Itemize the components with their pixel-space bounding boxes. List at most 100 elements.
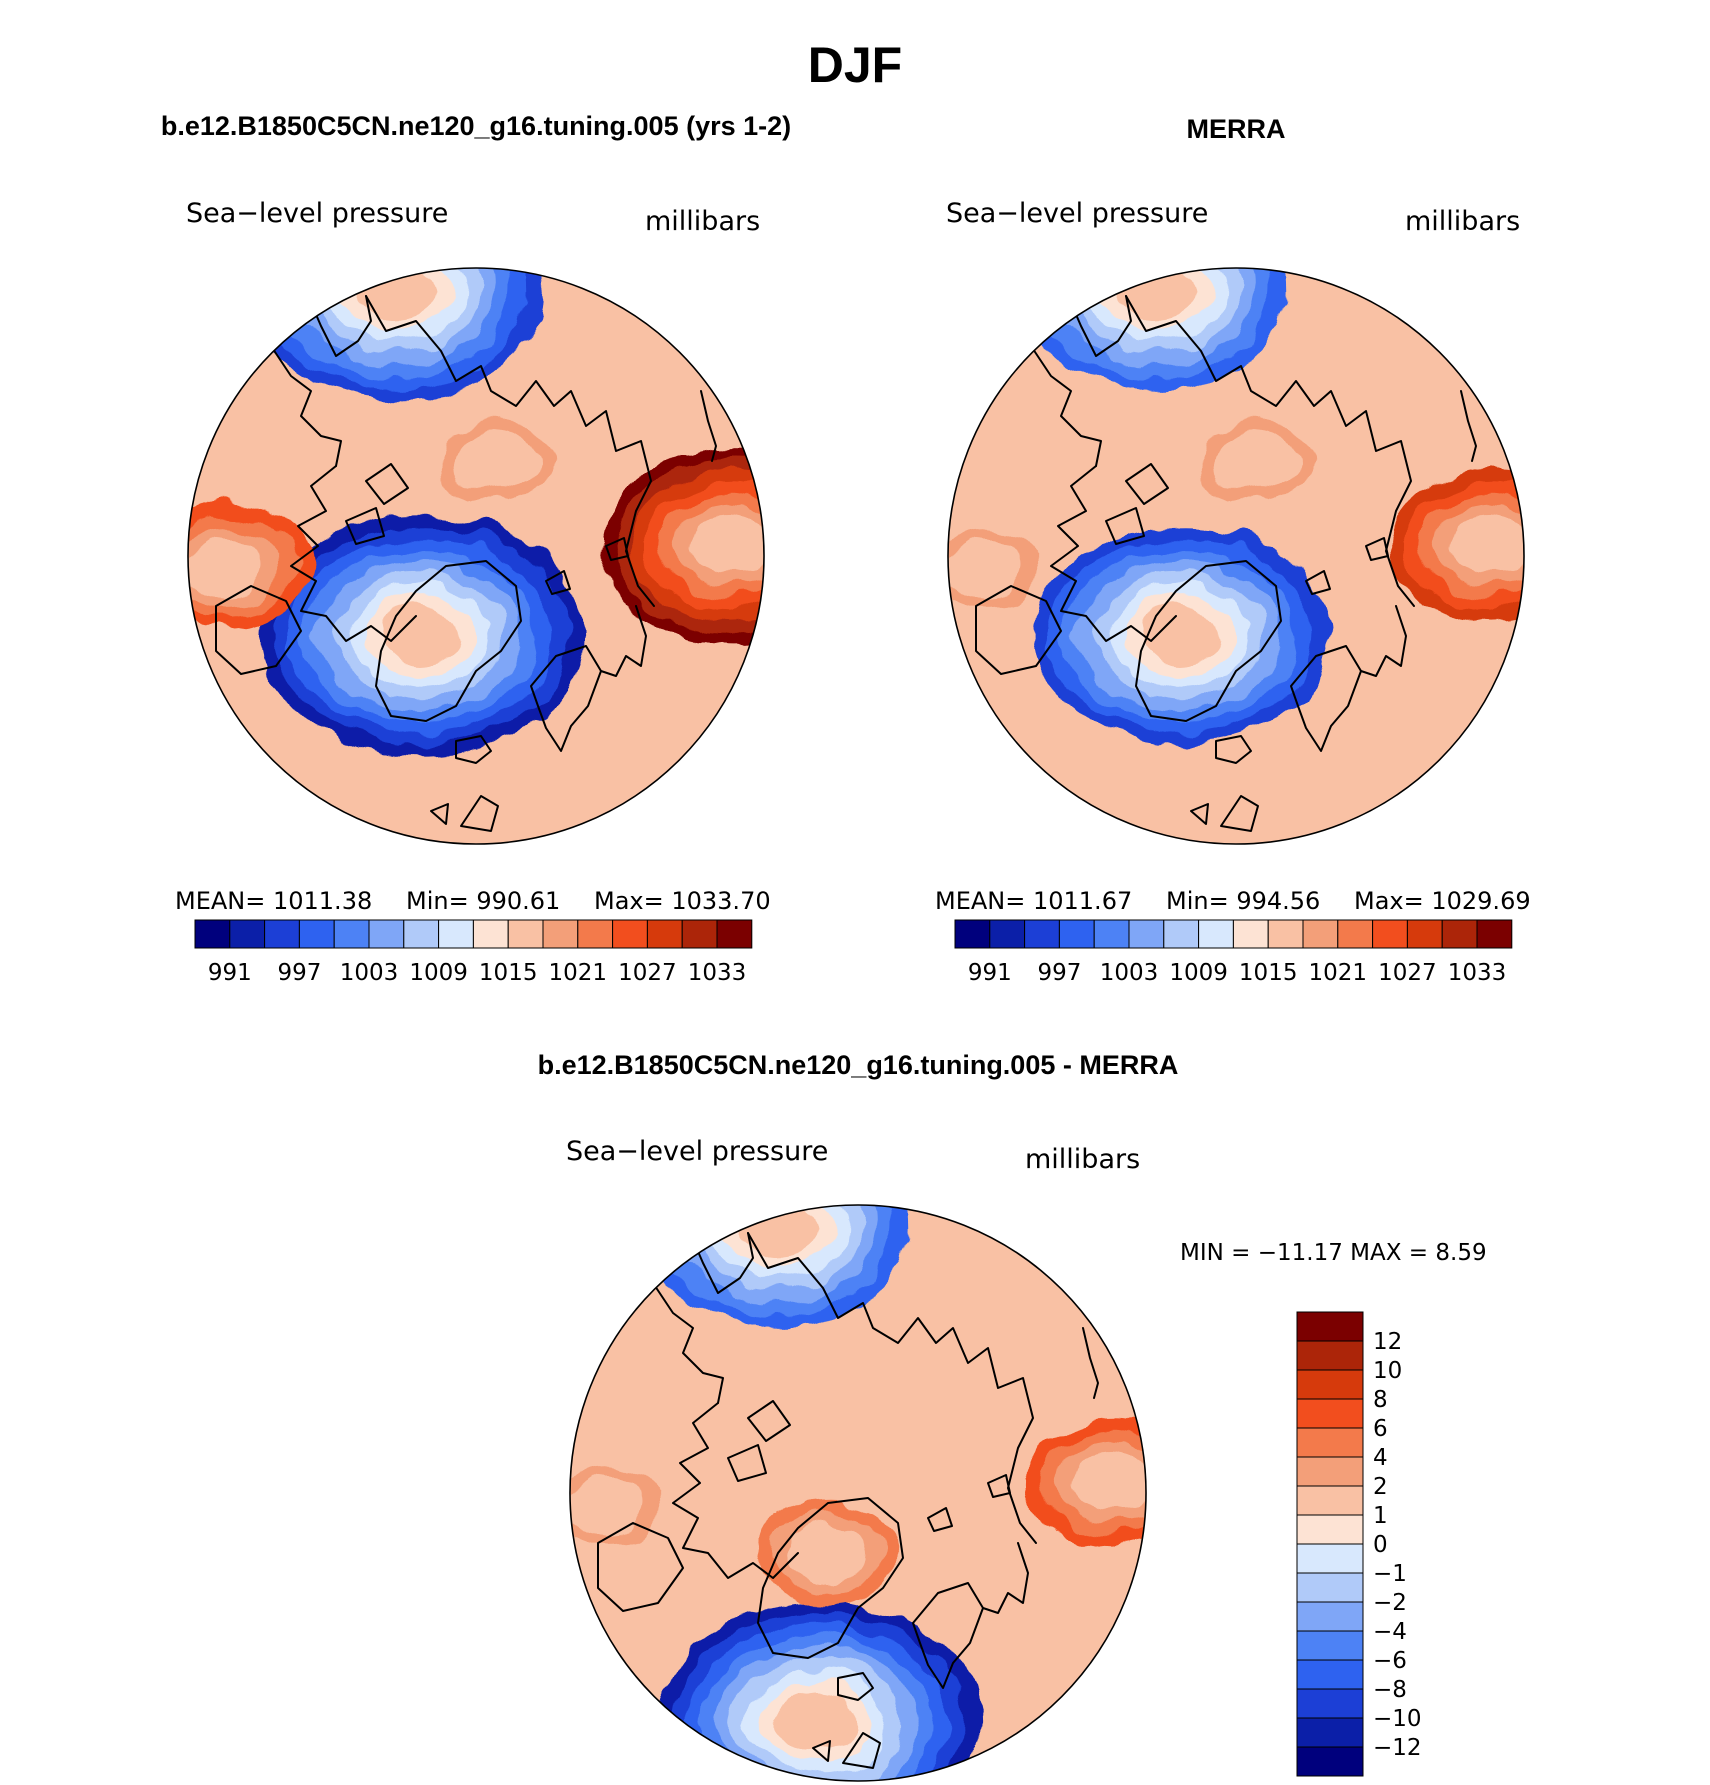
colorbar-tick-label: −4 [1373,1619,1407,1645]
colorbar-swatch [1128,919,1165,949]
colorbar-swatch [1296,1543,1364,1574]
colorbar-tick-label: 1021 [1309,960,1368,986]
colorbar-swatch [1296,1601,1364,1632]
colorbar-swatch [1296,1514,1364,1545]
colorbar-swatch [1267,919,1304,949]
panel-title: MERRA [1187,114,1286,144]
contour-deeper-aleutian-low [738,1205,818,1258]
panel-title: b.e12.B1850C5CN.ne120_g16.tuning.005 (yr… [161,111,791,141]
colorbar-swatch [1093,919,1130,949]
colorbar-tick-label: −6 [1373,1648,1407,1674]
contour-arctic-ridge [456,431,536,491]
contour-aleutian-low [356,268,436,321]
colorbar-swatch [403,919,440,949]
colorbar-swatch [542,919,579,949]
units-label: millibars [1025,1144,1140,1175]
contour-higher-greenland-pressure [788,1523,868,1583]
colorbar-tick-label: 8 [1373,1387,1388,1413]
colorbar-swatch [438,919,474,949]
colorbar-swatch [989,919,1026,949]
colorbar-swatch [264,919,300,949]
colorbar-swatch [1296,1630,1364,1661]
colorbar-swatch [507,919,544,949]
colorbar-swatch [1296,1485,1364,1516]
colorbar-swatch [716,919,753,949]
colorbar-swatch [1406,919,1443,949]
colorbar-swatch [681,919,718,949]
colorbar-swatch [1372,919,1408,949]
colorbar-swatch [368,919,405,949]
colorbar-swatch [1296,1311,1364,1342]
colorbar-tick-label: 1027 [618,960,677,986]
colorbar-swatch [1441,919,1478,949]
colorbar-swatch [1296,1659,1364,1690]
colorbar-swatch [954,919,991,949]
contour-higher-canadian-pressure [570,1473,648,1533]
colorbar-swatch [1337,919,1374,949]
colorbar-swatch [1296,1746,1364,1777]
map-field [948,268,1524,844]
map-field [188,268,764,844]
contour-icelandic-low [381,606,461,666]
contour-arctic-ridge [1216,431,1296,491]
min-stat: Min= 990.61 [406,887,560,915]
contour-higher-siberian-pressure [1073,1453,1146,1513]
contour-deeper-icelandic-low [778,1693,858,1753]
mean-stat: MEAN= 1011.67 [935,887,1132,915]
colorbar-tick-label: 997 [1037,960,1081,986]
colorbar-tick-label: −10 [1373,1706,1422,1732]
colorbar-tick-label: −8 [1373,1677,1407,1703]
colorbar-swatch [1163,919,1200,949]
colorbar-swatch [612,919,648,949]
colorbar-tick-label: −12 [1373,1735,1422,1761]
colorbar-tick-label: 1 [1373,1503,1388,1529]
colorbar-tick-label: 991 [968,960,1012,986]
contour-icelandic-low [1141,606,1221,666]
colorbar-swatch [1296,1717,1364,1748]
colorbar-tick-label: 1015 [479,960,538,986]
colorbar-tick-label: 4 [1373,1445,1388,1471]
colorbar-swatch [1296,1427,1364,1458]
variable-label: Sea−level pressure [186,198,448,229]
variable-label: Sea−level pressure [566,1136,828,1167]
colorbar-tick-label: 0 [1373,1532,1388,1558]
colorbar-swatch [229,919,266,949]
colorbar-swatch [194,919,231,949]
map-field [570,1205,1146,1781]
colorbar-swatch [1198,919,1234,949]
colorbar-tick-label: 6 [1373,1416,1388,1442]
minmax-stat: MIN = −11.17 MAX = 8.59 [1180,1240,1487,1266]
contour-canadian-high [948,536,1026,596]
colorbar-tick-label: 1033 [1448,960,1507,986]
variable-label: Sea−level pressure [946,198,1208,229]
colorbar-tick-label: 10 [1373,1358,1402,1384]
colorbar-swatch [1024,919,1060,949]
units-label: millibars [1405,206,1520,237]
map-boundary [187,267,765,845]
colorbar-swatch [1296,1340,1364,1371]
colorbar-tick-label: 2 [1373,1474,1388,1500]
colorbar-tick-label: 1003 [340,960,399,986]
page-title: DJF [808,37,902,93]
contour-canadian-high [188,536,266,596]
panel-title: b.e12.B1850C5CN.ne120_g16.tuning.005 - M… [538,1050,1179,1080]
colorbar-swatch [646,919,683,949]
colorbar-tick-label: 1033 [688,960,747,986]
colorbar-tick-label: 1009 [409,960,468,986]
contour-siberian-high [1451,516,1524,576]
colorbar-swatch [1296,1572,1364,1603]
panel-merra: MERRA Sea−level pressure millibars MEAN=… [935,114,1531,986]
colorbar-swatch [1232,919,1269,949]
map-boundary [569,1204,1147,1782]
max-stat: Max= 1033.70 [594,887,771,915]
colorbar-swatch [1296,1688,1364,1719]
colorbar-swatch [333,919,370,949]
colorbar-tick-label: 12 [1373,1329,1402,1355]
colorbar-tick-label: 1021 [549,960,608,986]
colorbar-swatch [1476,919,1513,949]
mean-stat: MEAN= 1011.38 [175,887,372,915]
units-label: millibars [645,206,760,237]
panel-model: b.e12.B1850C5CN.ne120_g16.tuning.005 (yr… [161,111,791,986]
